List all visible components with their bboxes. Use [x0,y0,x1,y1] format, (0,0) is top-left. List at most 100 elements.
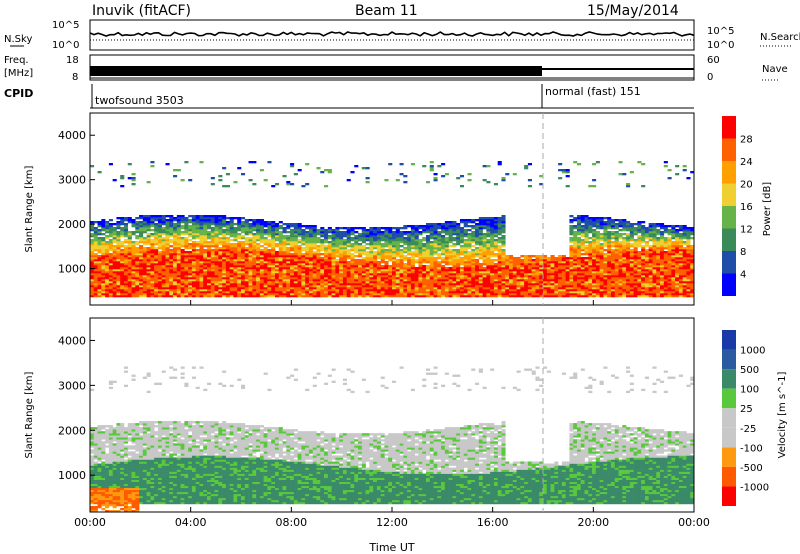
power-cell [584,279,589,282]
power-cell [120,175,125,178]
power-cell [388,231,393,234]
power-cell [414,283,419,286]
power-cell [463,261,468,264]
power-cell [576,215,582,218]
power-cell [252,247,257,250]
power-cell [331,255,336,258]
power-cell [376,247,381,250]
power-cell [101,259,106,262]
power-cell [199,255,204,258]
power-cell [259,245,264,248]
power-cell [293,291,298,294]
power-cell [157,223,163,226]
power-cell [580,257,585,260]
power-cell [108,225,113,228]
power-cell [252,279,257,282]
power-cell [274,255,280,258]
power-cell [361,281,366,284]
power-cell [535,295,540,298]
power-cell [101,289,106,292]
power-cell [599,249,604,252]
power-cell [509,267,514,270]
power-cell [324,277,329,280]
power-cell [501,235,506,238]
power-cell [97,269,102,272]
power-cell [554,289,559,292]
power-cell [584,227,589,230]
power-cell [603,273,608,276]
power-cell [592,273,597,276]
power-cell [407,265,412,268]
power-cell [191,247,197,250]
power-cell [169,285,174,288]
power-cell [471,233,476,236]
power-cell [229,239,234,242]
power-cell [248,285,253,288]
power-cell [550,265,555,268]
power-cell [195,241,200,244]
power-cell [327,227,332,230]
power-cell [358,281,363,284]
power-cell [293,239,298,242]
power-cell [207,217,212,220]
power-cell [599,283,604,286]
power-cell [486,235,491,238]
power-cell [225,265,230,268]
power-cell [610,255,616,258]
power-cell [324,235,329,238]
power-cell [373,243,378,246]
power-cell [501,265,506,268]
power-cell [320,295,325,298]
power-cell [256,269,261,272]
power-cell [376,285,381,288]
power-cell [395,287,400,290]
power-cell [256,273,261,276]
power-cell [558,255,563,258]
power-cell [199,271,204,274]
power-cell [475,259,480,262]
power-cell [444,227,449,230]
power-cell [444,251,449,254]
power-cell [184,221,189,224]
power-cell [584,237,589,240]
power-cell [399,173,404,176]
power-cell [188,285,193,288]
power-cell [101,295,106,298]
power-cell [263,223,268,226]
power-cell [558,287,563,290]
power-cell [308,261,314,264]
power-cell [191,249,197,252]
power-cell [123,249,129,252]
power-cell [274,225,280,228]
power-cell [444,233,449,236]
power-cell [422,271,427,274]
power-cell [176,239,181,242]
power-cell [520,293,525,296]
power-cell [278,289,283,292]
power-cell [361,267,366,270]
power-cell [573,217,578,220]
power-cell [527,163,532,166]
power-cell [237,235,242,238]
power-cell [388,279,393,282]
power-cell [595,275,600,278]
power-cell [475,293,480,296]
power-cell [105,295,110,298]
power-cell [259,219,264,222]
power-cell [437,285,442,288]
power-cell [188,257,193,260]
power-cell [259,221,264,224]
power-cell [607,225,612,228]
power-cell [335,237,340,240]
power-cell [180,283,185,286]
power-cell [312,229,317,232]
power-cell [501,293,506,296]
power-cell [203,219,208,222]
power-cell [305,265,310,268]
power-cell [290,283,295,286]
power-cell [384,227,389,230]
power-cell [199,221,204,224]
power-cell [346,179,351,182]
power-cell [263,291,268,294]
power-cell [622,285,627,288]
